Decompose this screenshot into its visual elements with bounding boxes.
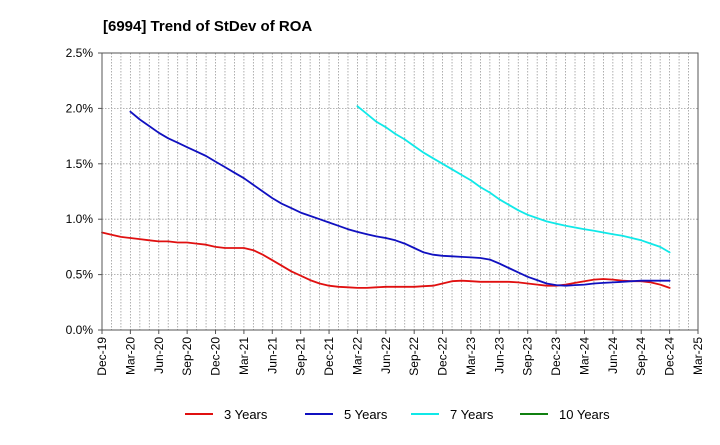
- x-tick-label: Jun-23: [492, 337, 506, 374]
- x-tick-label: Sep-21: [294, 337, 308, 376]
- chart-title: [6994] Trend of StDev of ROA: [103, 18, 312, 35]
- legend-label-3-years: 3 Years: [224, 407, 268, 422]
- x-tick-label: Jun-21: [265, 337, 279, 374]
- grid: [101, 52, 699, 331]
- x-tick-label: Dec-22: [436, 337, 450, 376]
- legend-label-10-years: 10 Years: [559, 407, 610, 422]
- x-tick-label: Dec-24: [663, 337, 677, 376]
- x-tick-label: Sep-20: [180, 337, 194, 376]
- x-tick-label: Dec-21: [322, 337, 336, 376]
- legend-label-5-years: 5 Years: [344, 407, 388, 422]
- x-tick-label: Sep-23: [521, 337, 535, 376]
- x-tick-label: Jun-20: [152, 337, 166, 374]
- series-line-7-years: [356, 105, 671, 254]
- plot-frame: [101, 52, 699, 331]
- x-tick-label: Sep-22: [407, 337, 421, 376]
- x-tick-label: Dec-20: [209, 337, 223, 376]
- series-group: [101, 105, 671, 289]
- x-tick-label: Mar-24: [577, 337, 591, 375]
- x-tick-label: Mar-22: [350, 337, 364, 375]
- legend-label-7-years: 7 Years: [450, 407, 494, 422]
- axes: 0.0% 0.5% 1.0% 1.5% 2.0% 2.5% Dec-19 Mar-20 Jun-…: [66, 46, 705, 376]
- x-tick-label: Dec-23: [549, 337, 563, 376]
- y-tick-label: 1.5%: [66, 157, 94, 171]
- x-tick-label: Mar-21: [237, 337, 251, 375]
- x-tick-label: Mar-23: [464, 337, 478, 375]
- x-tick-label: Sep-24: [634, 337, 648, 376]
- y-tick-label: 0.5%: [66, 268, 94, 282]
- series-line-3-years: [101, 231, 671, 289]
- legend: 3 Years 5 Years 7 Years 10 Years: [185, 407, 610, 422]
- x-tick-label: Mar-25: [691, 337, 705, 375]
- x-tick-label: Jun-24: [606, 337, 620, 374]
- y-tick-label: 1.0%: [66, 212, 94, 226]
- x-tick-label: Mar-20: [123, 337, 137, 375]
- x-tick-label: Dec-19: [95, 337, 109, 376]
- series-line-5-years: [129, 110, 671, 287]
- x-tick-label: Jun-22: [379, 337, 393, 374]
- y-tick-label: 0.0%: [66, 323, 94, 337]
- y-tick-label: 2.5%: [66, 46, 94, 60]
- y-tick-label: 2.0%: [66, 101, 94, 115]
